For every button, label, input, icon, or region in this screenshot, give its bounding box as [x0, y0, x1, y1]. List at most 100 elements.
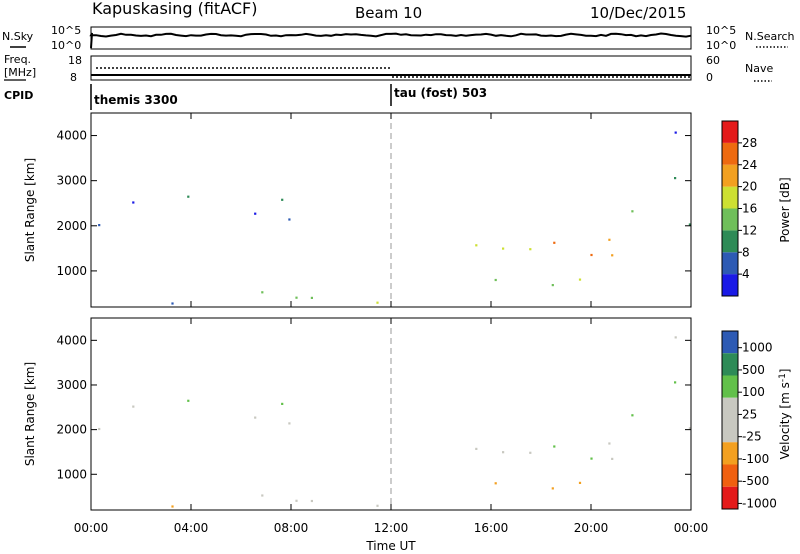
power-colorbar-segment: [722, 142, 738, 165]
power-colorbar-label: Power [dB]: [778, 177, 792, 242]
velocity-cell: [553, 445, 556, 448]
velocity-cell: [502, 451, 505, 454]
y-tick-label: 4000: [56, 129, 87, 143]
power-cell: [288, 218, 291, 221]
freq-left-label-line2: [MHz]: [4, 66, 36, 79]
velocity-colorbar: [721, 330, 739, 510]
power-cell: [376, 301, 379, 304]
cpid-label: CPID: [4, 89, 33, 102]
power-colorbar-tick-label: 16: [742, 202, 757, 216]
power-colorbar-segment: [722, 208, 738, 231]
velocity-colorbar-tick-label: -500: [742, 474, 769, 488]
velocity-colorbar-label-sup: -1: [778, 373, 788, 382]
velocity-colorbar-label: Velocity [m s-1]: [778, 369, 792, 460]
power-colorbar-tick-label: 20: [742, 180, 757, 194]
velocity-colorbar-tick-label: 500: [742, 363, 765, 377]
velocity-cell: [590, 457, 593, 460]
velocity-cell: [608, 442, 611, 445]
velocity-cell: [288, 422, 291, 425]
power-colorbar-tick-label: 28: [742, 136, 757, 150]
noise-right-tick-bottom: 10^0: [706, 39, 736, 52]
cpid-segment-2: tau (fost) 503: [394, 86, 487, 100]
velocity-cell: [674, 336, 677, 339]
velocity-cell: [529, 451, 532, 454]
x-tick-label: 16:00: [474, 521, 509, 535]
power-colorbar-segment: [722, 121, 738, 143]
power-colorbar-tick-label: 12: [742, 223, 757, 237]
power-ylabel: Slant Range [km]: [23, 158, 37, 262]
power-cell: [261, 291, 264, 294]
velocity-colorbar-segment: [722, 464, 738, 487]
y-tick-label: 1000: [56, 264, 87, 278]
beam-title: Beam 10: [355, 4, 422, 22]
power-cell: [551, 284, 554, 287]
x-tick-label: 08:00: [274, 521, 309, 535]
y-tick-label: 4000: [56, 333, 87, 347]
power-cell: [494, 278, 497, 282]
x-tick-label: 20:00: [574, 521, 609, 535]
velocity-cell: [551, 487, 554, 490]
freq-right-tick-bottom: 0: [706, 71, 713, 84]
power-cell: [132, 201, 135, 204]
velocity-colorbar-tick-label: -100: [742, 452, 769, 466]
noise-left-label: N.Sky: [2, 30, 34, 43]
power-cell: [475, 244, 478, 247]
velocity-cell: [688, 427, 691, 430]
freq-right-tick-top: 60: [706, 54, 720, 67]
noise-sky-line: [89, 32, 692, 49]
y-tick-label: 3000: [56, 174, 87, 188]
cpid-segment-1: themis 3300: [94, 93, 178, 107]
power-cell: [187, 195, 190, 198]
velocity-cell: [475, 447, 478, 450]
power-cell: [502, 247, 505, 250]
power-colorbar-segment: [722, 252, 738, 275]
velocity-colorbar-tick-label: 100: [742, 385, 765, 399]
power-cell: [295, 296, 298, 299]
y-tick-label: 2000: [56, 423, 87, 437]
velocity-colorbar-segment: [722, 397, 738, 420]
velocity-colorbar-label-close: ]: [778, 369, 792, 374]
y-tick-label: 2000: [56, 219, 87, 233]
velocity-cell: [254, 416, 257, 419]
noise-left-tick-bottom: 10^0: [51, 39, 81, 52]
velocity-colorbar-tick-label: -1000: [742, 496, 777, 510]
velocity-colorbar-tick-label: 1000: [742, 341, 773, 355]
velocity-cell: [631, 414, 634, 417]
velocity-cell: [98, 427, 101, 431]
power-cell: [631, 210, 634, 213]
nave-label: Nave: [745, 62, 773, 75]
power-colorbar-segment: [722, 186, 738, 209]
velocity-colorbar-segment: [722, 442, 738, 465]
noise-right-tick-top: 10^5: [706, 24, 736, 37]
x-axis-label: Time UT: [365, 539, 416, 553]
power-colorbar-segment: [722, 230, 738, 253]
power-cell: [608, 238, 611, 241]
velocity-cell: [171, 505, 174, 508]
x-tick-label: 00:00: [74, 521, 109, 535]
noise-right-label: N.Search: [745, 30, 795, 43]
freq-left-tick-bottom: 8: [70, 71, 77, 84]
velocity-cell: [310, 499, 313, 503]
velocity-cell: [187, 399, 190, 402]
velocity-colorbar-segment: [722, 375, 738, 398]
power-cell: [281, 198, 284, 201]
power-colorbar-tick-label: 24: [742, 158, 757, 172]
y-tick-label: 3000: [56, 378, 87, 392]
power-cell: [590, 253, 593, 257]
velocity-colorbar-segment: [722, 331, 738, 354]
power-cell: [529, 248, 532, 251]
freq-panel-frame: [90, 55, 692, 81]
velocity-cell: [674, 381, 677, 384]
velocity-cell: [295, 499, 298, 502]
power-cell: [553, 241, 556, 244]
station-title: Kapuskasing (fitACF): [92, 0, 257, 18]
power-cell: [310, 296, 313, 299]
velocity-colorbar-segment: [722, 420, 738, 443]
power-colorbar-segment: [722, 164, 738, 187]
power-cell: [98, 224, 101, 227]
velocity-colorbar-label-main: Velocity [m s: [778, 382, 792, 459]
velocity-cell: [261, 494, 264, 497]
velocity-cell: [494, 482, 497, 485]
power-colorbar-segment: [722, 274, 738, 296]
y-tick-label: 1000: [56, 467, 87, 481]
